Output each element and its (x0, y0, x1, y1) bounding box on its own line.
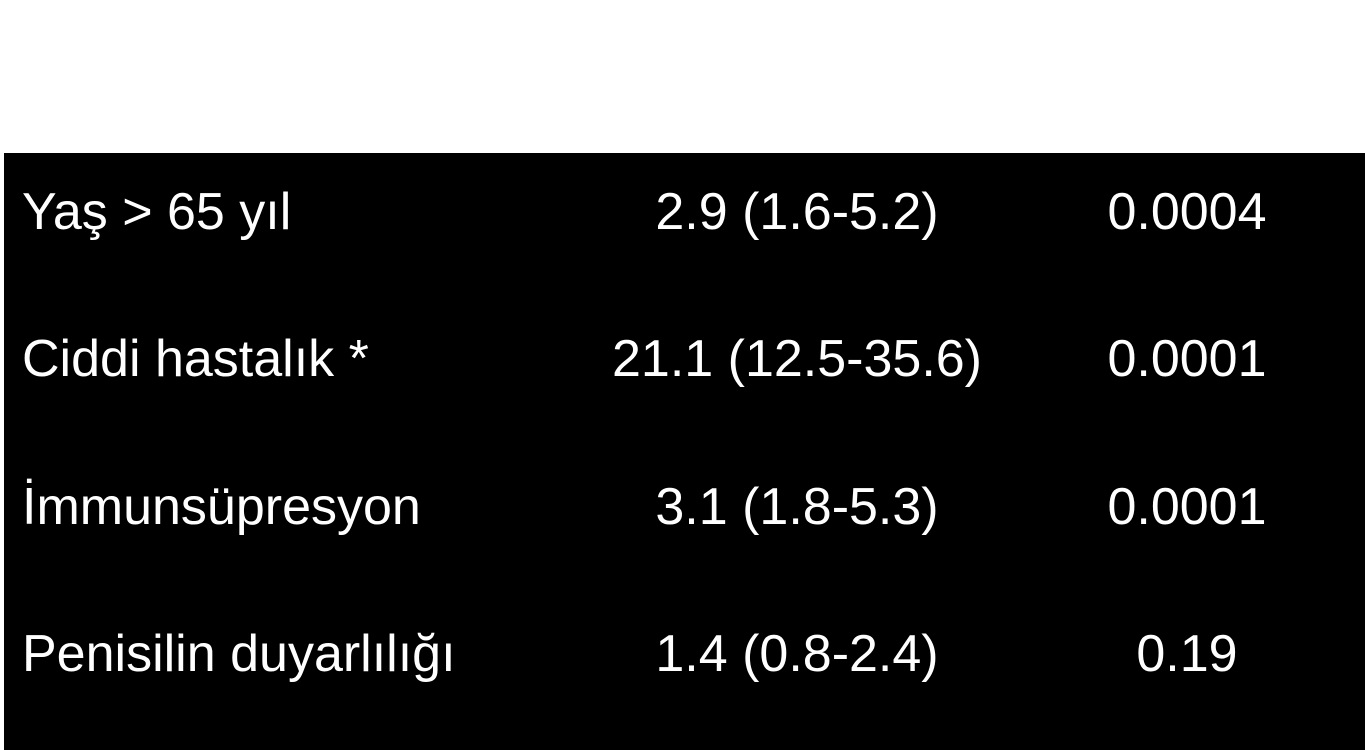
row-pvalue: 0.19 (1047, 623, 1327, 685)
row-value: 1.4 (0.8-2.4) (547, 623, 1047, 685)
row-pvalue: 0.0004 (1047, 181, 1327, 243)
row-value: 2.9 (1.6-5.2) (547, 181, 1047, 243)
header-band (0, 0, 1365, 153)
table-row: Yaş > 65 yıl 2.9 (1.6-5.2) 0.0004 (22, 181, 1365, 243)
table-row: Ciddi hastalık * 21.1 (12.5-35.6) 0.0001 (22, 328, 1365, 390)
row-label: Ciddi hastalık * (22, 328, 547, 390)
row-label: Penisilin duyarlılığı (22, 623, 547, 685)
row-label: İmmunsüpresyon (22, 476, 547, 538)
row-pvalue: 0.0001 (1047, 328, 1327, 390)
table-row: İmmunsüpresyon 3.1 (1.8-5.3) 0.0001 (22, 476, 1365, 538)
data-table: Yaş > 65 yıl 2.9 (1.6-5.2) 0.0004 Ciddi … (0, 153, 1365, 750)
row-pvalue: 0.0001 (1047, 476, 1327, 538)
row-label: Yaş > 65 yıl (22, 181, 547, 243)
table-row: Penisilin duyarlılığı 1.4 (0.8-2.4) 0.19 (22, 623, 1365, 685)
row-value: 3.1 (1.8-5.3) (547, 476, 1047, 538)
row-value: 21.1 (12.5-35.6) (547, 328, 1047, 390)
